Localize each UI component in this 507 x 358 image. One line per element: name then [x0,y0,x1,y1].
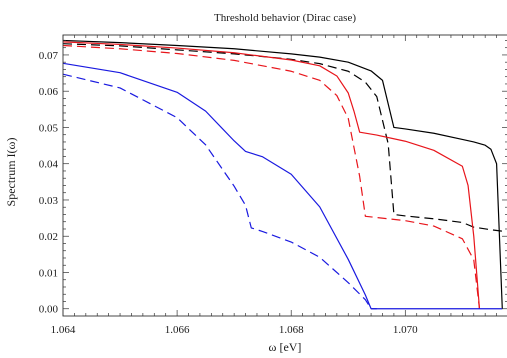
x-tick-label: 1.068 [279,324,304,336]
series-layer [62,39,503,310]
y-tick-label: 0.04 [39,159,59,171]
x-tick-label: 1.070 [393,324,418,336]
y-tick-label: 0.06 [39,86,59,98]
series-line-3 [62,41,481,309]
chart-title: Threshold behavior (Dirac case) [214,12,356,24]
frame-layer [62,34,507,317]
y-tick-label: 0.07 [39,50,59,62]
y-tick-label: 0.05 [39,122,59,134]
x-axis-label: ω [eV] [269,340,302,354]
y-tick-label: 0.03 [39,195,59,207]
y-axis-label: Spectrum I(ω) [4,138,18,207]
series-line-5 [62,62,503,310]
y-tick-label: 0.00 [39,304,59,316]
y-tick-label: 0.02 [39,231,58,243]
series-line-2 [62,43,503,232]
x-tick-label: 1.066 [165,324,190,336]
plot-frame [62,34,507,317]
ticks-layer: 1.064 1.066 1.068 1.070 0.00 0.01 0.02 0.03 0.04… [39,35,507,336]
series-line-4 [62,44,481,309]
series-line-1 [62,39,503,309]
series-line-6 [62,73,377,310]
x-tick-label: 1.064 [51,324,76,336]
y-tick-label: 0.01 [39,267,58,279]
